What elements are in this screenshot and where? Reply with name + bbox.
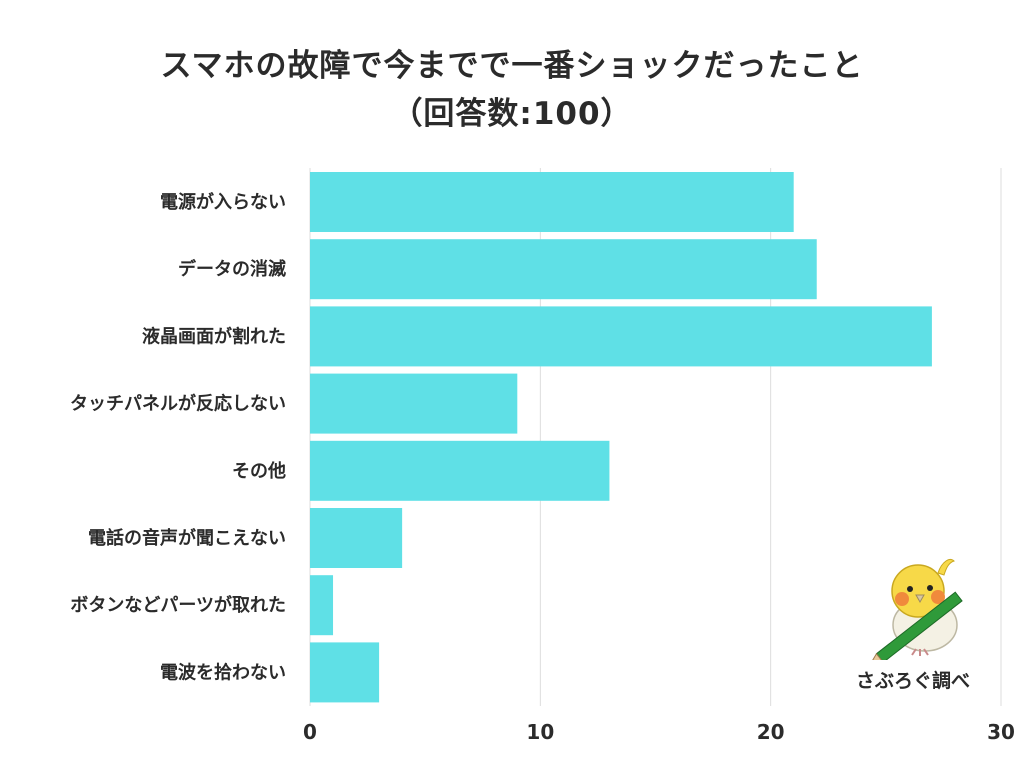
bar (310, 575, 334, 636)
chart-subtitle: （回答数:100） (391, 96, 633, 132)
bar (310, 642, 380, 703)
bar (310, 508, 403, 568)
category-label: その他 (232, 460, 286, 482)
category-label: 電波を拾わない (160, 661, 286, 683)
x-tick-label: 0 (303, 720, 317, 744)
x-tick-label: 20 (757, 720, 785, 744)
bar (310, 239, 817, 300)
x-tick-label: 10 (526, 720, 554, 744)
chart-title: スマホの故障で今までで一番ショックだったこと (160, 48, 864, 84)
bar (310, 440, 610, 501)
category-label: ボタンなどパーツが取れた (70, 594, 286, 616)
source-credit: さぶろぐ調べ (855, 670, 970, 692)
category-label: 電話の音声が聞こえない (88, 527, 286, 549)
bar (310, 306, 932, 367)
category-label: 電源が入らない (160, 191, 286, 213)
cockatiel-with-pencil-icon (867, 559, 963, 660)
bar (310, 172, 794, 232)
category-label: 液晶画面が割れた (142, 325, 286, 347)
bar (310, 373, 518, 434)
x-tick-label: 30 (987, 720, 1015, 744)
category-label: データの消滅 (178, 258, 286, 280)
category-label: タッチパネルが反応しない (70, 393, 286, 415)
